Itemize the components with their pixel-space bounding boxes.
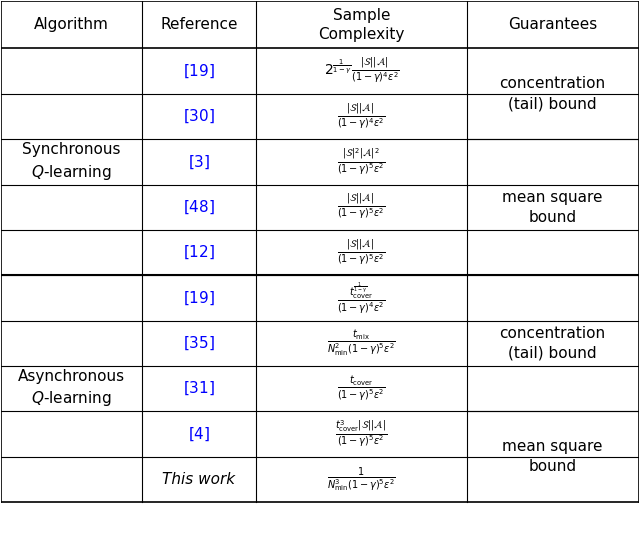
Text: $[30]$: $[30]$ — [183, 108, 215, 125]
Text: Reference: Reference — [160, 17, 237, 32]
Text: $\frac{t_{\mathrm{cover}}}{(1-\gamma)^5\epsilon^2}$: $\frac{t_{\mathrm{cover}}}{(1-\gamma)^5\… — [337, 374, 386, 403]
Text: mean square
bound: mean square bound — [502, 439, 603, 474]
Text: $[3]$: $[3]$ — [188, 153, 210, 171]
Text: concentration
(tail) bound: concentration (tail) bound — [500, 326, 605, 361]
Text: $[12]$: $[12]$ — [183, 244, 215, 261]
Text: $\frac{1}{N_{\min}^3(1-\gamma)^5\epsilon^2}$: $\frac{1}{N_{\min}^3(1-\gamma)^5\epsilon… — [327, 465, 396, 494]
Text: $\frac{|\mathcal{S}||\mathcal{A}|}{(1-\gamma)^4\epsilon^2}$: $\frac{|\mathcal{S}||\mathcal{A}|}{(1-\g… — [337, 101, 386, 132]
Text: Sample
Complexity: Sample Complexity — [318, 8, 404, 42]
Text: $2^{\frac{1}{1-\gamma}} \frac{|\mathcal{S}||\mathcal{A}|}{(1-\gamma)^4\epsilon^2: $2^{\frac{1}{1-\gamma}} \frac{|\mathcal{… — [324, 56, 399, 86]
Text: concentration
(tail) bound: concentration (tail) bound — [500, 76, 605, 111]
Text: $\frac{|\mathcal{S}||\mathcal{A}|}{(1-\gamma)^5\epsilon^2}$: $\frac{|\mathcal{S}||\mathcal{A}|}{(1-\g… — [337, 192, 386, 222]
Text: $[48]$: $[48]$ — [183, 198, 215, 216]
Text: $\frac{t_{\mathrm{mix}}}{N_{\min}^2(1-\gamma)^5\epsilon^2}$: $\frac{t_{\mathrm{mix}}}{N_{\min}^2(1-\g… — [327, 329, 396, 358]
Text: Asynchronous
$Q$-learning: Asynchronous $Q$-learning — [18, 369, 125, 409]
Text: $[31]$: $[31]$ — [183, 380, 215, 398]
Text: mean square
bound: mean square bound — [502, 190, 603, 225]
Text: $\frac{|\mathcal{S}|^2|\mathcal{A}|^2}{(1-\gamma)^5\epsilon^2}$: $\frac{|\mathcal{S}|^2|\mathcal{A}|^2}{(… — [337, 146, 386, 177]
Text: Synchronous
$Q$-learning: Synchronous $Q$-learning — [22, 142, 121, 182]
Text: $[4]$: $[4]$ — [188, 425, 210, 443]
Text: $\frac{|\mathcal{S}||\mathcal{A}|}{(1-\gamma)^5\epsilon^2}$: $\frac{|\mathcal{S}||\mathcal{A}|}{(1-\g… — [337, 237, 386, 267]
Text: $[19]$: $[19]$ — [183, 289, 215, 306]
Text: Guarantees: Guarantees — [508, 17, 597, 32]
Text: $[35]$: $[35]$ — [183, 335, 215, 352]
Text: $[19]$: $[19]$ — [183, 62, 215, 80]
Text: Algorithm: Algorithm — [34, 17, 109, 32]
Text: This work: This work — [163, 472, 236, 487]
Text: $\frac{t_{\mathrm{cover}}^{\frac{1}{1-\gamma}}}{(1-\gamma)^4\epsilon^2}$: $\frac{t_{\mathrm{cover}}^{\frac{1}{1-\g… — [337, 280, 386, 316]
Text: $\frac{t_{\mathrm{cover}}^3|\mathcal{S}||\mathcal{A}|}{(1-\gamma)^5\epsilon^2}$: $\frac{t_{\mathrm{cover}}^3|\mathcal{S}|… — [335, 419, 388, 449]
